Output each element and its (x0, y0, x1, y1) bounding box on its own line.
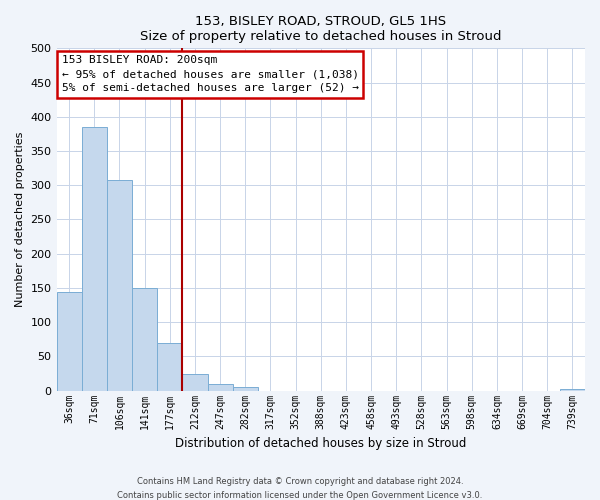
Bar (233, 387, 258, 390)
Y-axis label: Number of detached properties: Number of detached properties (15, 132, 25, 307)
Bar (107, 180, 132, 390)
Bar (157, 342, 182, 390)
Bar (208, 384, 233, 390)
Title: 153, BISLEY ROAD, STROUD, GL5 1HS
Size of property relative to detached houses i: 153, BISLEY ROAD, STROUD, GL5 1HS Size o… (140, 15, 502, 43)
Bar (182, 374, 208, 390)
Text: 153 BISLEY ROAD: 200sqm
← 95% of detached houses are smaller (1,038)
5% of semi-: 153 BISLEY ROAD: 200sqm ← 95% of detache… (62, 55, 359, 93)
Bar (82, 127, 107, 390)
Text: Contains HM Land Registry data © Crown copyright and database right 2024.
Contai: Contains HM Land Registry data © Crown c… (118, 478, 482, 500)
Bar (56, 292, 82, 390)
Bar (132, 288, 157, 390)
X-axis label: Distribution of detached houses by size in Stroud: Distribution of detached houses by size … (175, 437, 466, 450)
